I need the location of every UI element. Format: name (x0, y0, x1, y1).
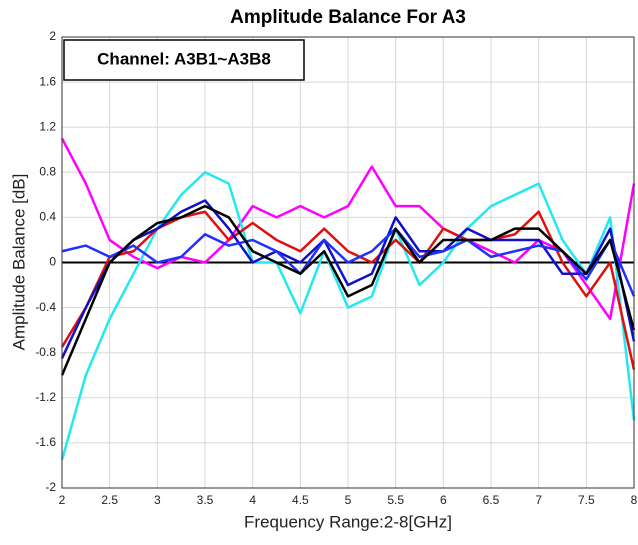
y-tick-label: -0.8 (35, 345, 56, 359)
x-tick-label: 2.5 (101, 493, 118, 507)
x-tick-label: 5 (345, 493, 352, 507)
y-tick-label: 2 (49, 29, 56, 43)
y-tick-label: -1.2 (35, 390, 56, 404)
y-tick-label: 1.6 (39, 74, 56, 88)
x-tick-label: 8 (631, 493, 638, 507)
y-tick-label: 1.2 (39, 119, 56, 133)
y-tick-label: 0.8 (39, 164, 56, 178)
annotation: Channel: A3B1~A3B8 (97, 49, 271, 68)
x-tick-label: 6.5 (483, 493, 500, 507)
chart-title: Amplitude Balance For A3 (230, 7, 466, 28)
x-tick-label: 7 (535, 493, 542, 507)
y-tick-label: -0.4 (35, 300, 56, 314)
x-tick-label: 4.5 (292, 493, 309, 507)
y-tick-label: 0.4 (39, 210, 56, 224)
annotation-box (63, 39, 305, 81)
x-tick-label: 4 (249, 493, 256, 507)
x-tick-label: 7.5 (578, 493, 595, 507)
series-line (60, 204, 636, 376)
plot-frame (61, 36, 635, 489)
y-axis-label: Amplitude Balance [dB] (9, 174, 28, 351)
x-tick-label: 6 (440, 493, 447, 507)
x-tick-label: 3 (154, 493, 161, 507)
y-tick-label: 0 (49, 255, 56, 269)
series-line (61, 227, 636, 297)
series-line (60, 199, 636, 359)
x-tick-label: 2 (59, 493, 66, 507)
y-tick-label: -1.6 (35, 435, 56, 449)
y-tick-label: -2 (45, 480, 56, 494)
x-tick-label: 5.5 (387, 493, 404, 507)
x-tick-label: 3.5 (197, 493, 214, 507)
x-axis-label: Frequency Range:2-8[GHz] (244, 512, 452, 531)
